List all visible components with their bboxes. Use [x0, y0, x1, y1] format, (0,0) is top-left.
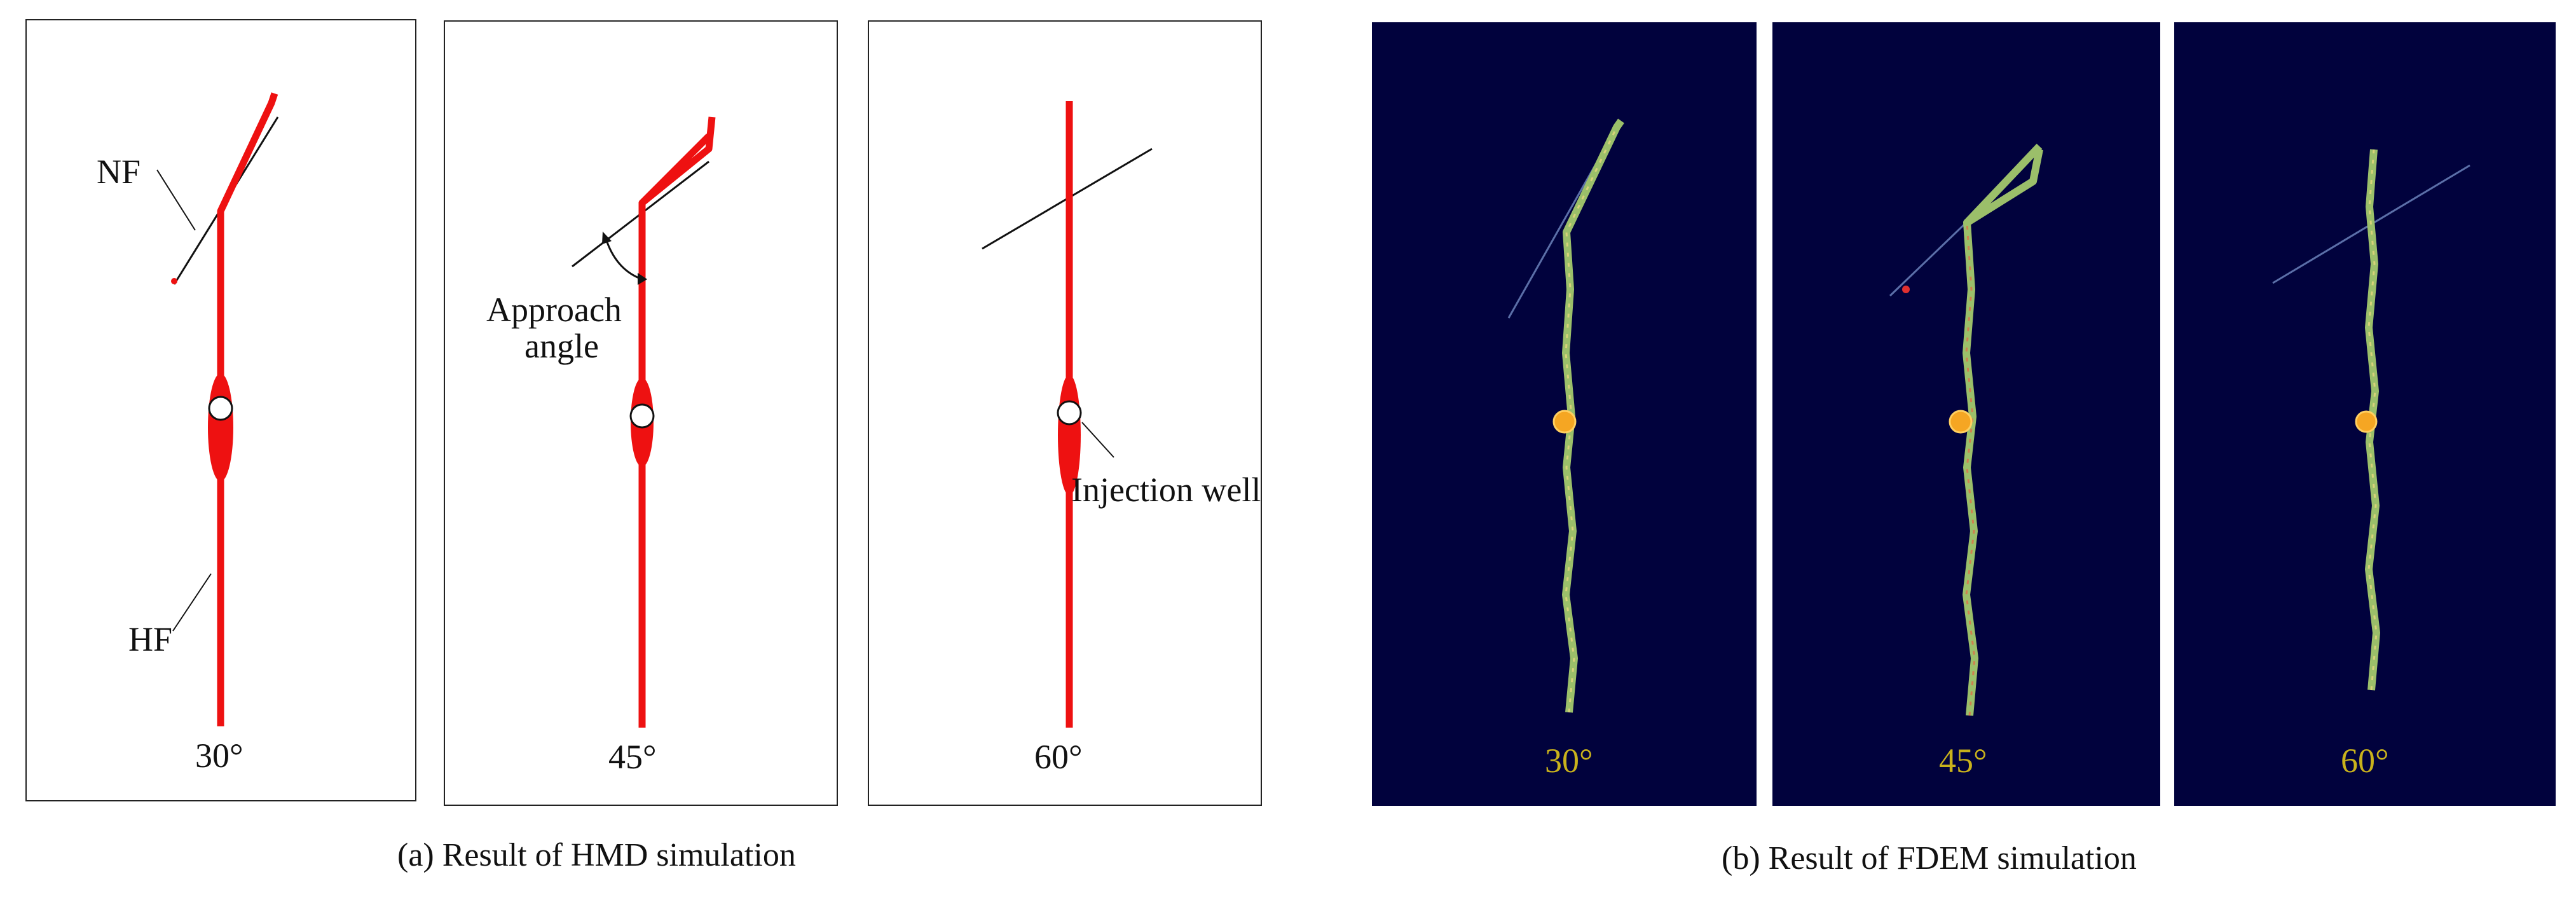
injection-well-marker: [629, 403, 655, 429]
fdem-caption: (b) Result of FDEM simulation: [1722, 840, 2137, 876]
injection-well-marker: [2355, 410, 2378, 433]
injection-well-marker: [1552, 410, 1577, 434]
angle-label: 45°: [1939, 742, 1987, 780]
angle-label: 60°: [2341, 742, 2389, 780]
hmd-30-drawing: [156, 92, 279, 726]
hf-label: HF: [128, 620, 173, 658]
fdem-30-drawing: [1507, 118, 1624, 713]
angle-label: 60°: [1034, 738, 1083, 776]
hmd-60-drawing: [982, 101, 1153, 728]
approach-line2: angle: [524, 326, 599, 365]
hmd-panel-45: Approach angle 45°: [444, 20, 838, 806]
hydraulic-fracture: [1963, 148, 2043, 716]
fdem-60-drawing: [2272, 149, 2470, 691]
angle-label: 30°: [1545, 742, 1593, 780]
injection-well-marker: [208, 396, 233, 421]
injection-well-label: Injection well: [1071, 471, 1261, 509]
fdem-panel-60: 60°: [2174, 22, 2556, 806]
approach-angle-label: Approach angle: [486, 292, 622, 364]
approach-angle-arc: [604, 236, 643, 280]
fracture-bulge: [208, 373, 233, 481]
approach-line1: Approach: [486, 291, 622, 329]
fdem-panel-45: 45°: [1772, 22, 2160, 806]
injection-well-marker: [1057, 400, 1082, 426]
fdem-panel-30: 30°: [1372, 22, 1757, 806]
injection-leader: [1081, 422, 1114, 458]
hmd-panel-30: NF HF 30°: [25, 19, 416, 801]
hmd-panel-60: Injection well 60°: [868, 20, 1262, 806]
natural-fracture-line: [1889, 218, 1971, 297]
nf-label: NF: [97, 153, 141, 191]
injection-well-marker: [1949, 410, 1973, 434]
angle-label: 30°: [195, 737, 243, 775]
nf-leader: [156, 169, 196, 231]
fdem-45-drawing: [1889, 143, 2043, 716]
hf-leader: [172, 573, 212, 632]
angle-label: 45°: [608, 738, 657, 776]
hmd-caption: (a) Result of HMD simulation: [397, 837, 796, 873]
hmd-45-drawing: [572, 116, 716, 728]
